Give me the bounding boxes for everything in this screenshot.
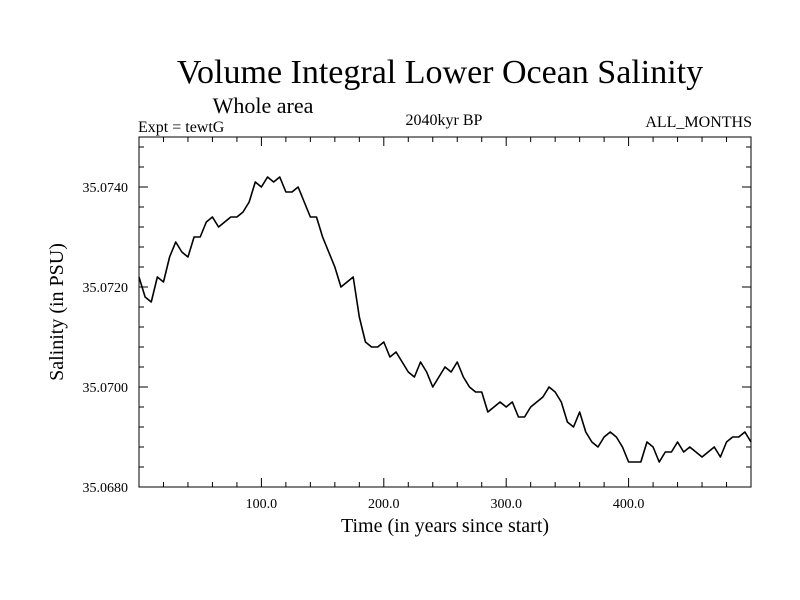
x-axis-label: Time (in years since start) (341, 515, 549, 537)
y-tick-label: 35.0700 (83, 381, 129, 396)
period-label: 2040kyr BP (406, 112, 483, 129)
y-tick-label: 35.0740 (83, 181, 129, 196)
y-axis-label: Salinity (in PSU) (46, 243, 68, 381)
x-axis-tick-labels: 100.0 200.0 300.0 400.0 (246, 497, 645, 512)
months-label: ALL_MONTHS (645, 114, 752, 131)
x-axis-ticks (162, 137, 728, 487)
y-tick-label: 35.0680 (83, 481, 129, 496)
x-tick-label: 200.0 (368, 497, 400, 512)
chart-subtitle: Whole area (213, 93, 314, 118)
y-tick-label: 35.0720 (83, 281, 129, 296)
experiment-label: Expt = tewtG (138, 119, 225, 136)
x-tick-label: 100.0 (246, 497, 278, 512)
x-tick-label: 400.0 (613, 497, 645, 512)
plot-frame (138, 136, 752, 488)
y-axis-ticks (139, 146, 751, 468)
chart-title: Volume Integral Lower Ocean Salinity (177, 54, 703, 91)
y-axis-tick-labels: 35.0680 35.0700 35.0720 35.0740 (83, 181, 129, 496)
salinity-series-line (138, 176, 752, 463)
x-tick-label: 300.0 (490, 497, 522, 512)
